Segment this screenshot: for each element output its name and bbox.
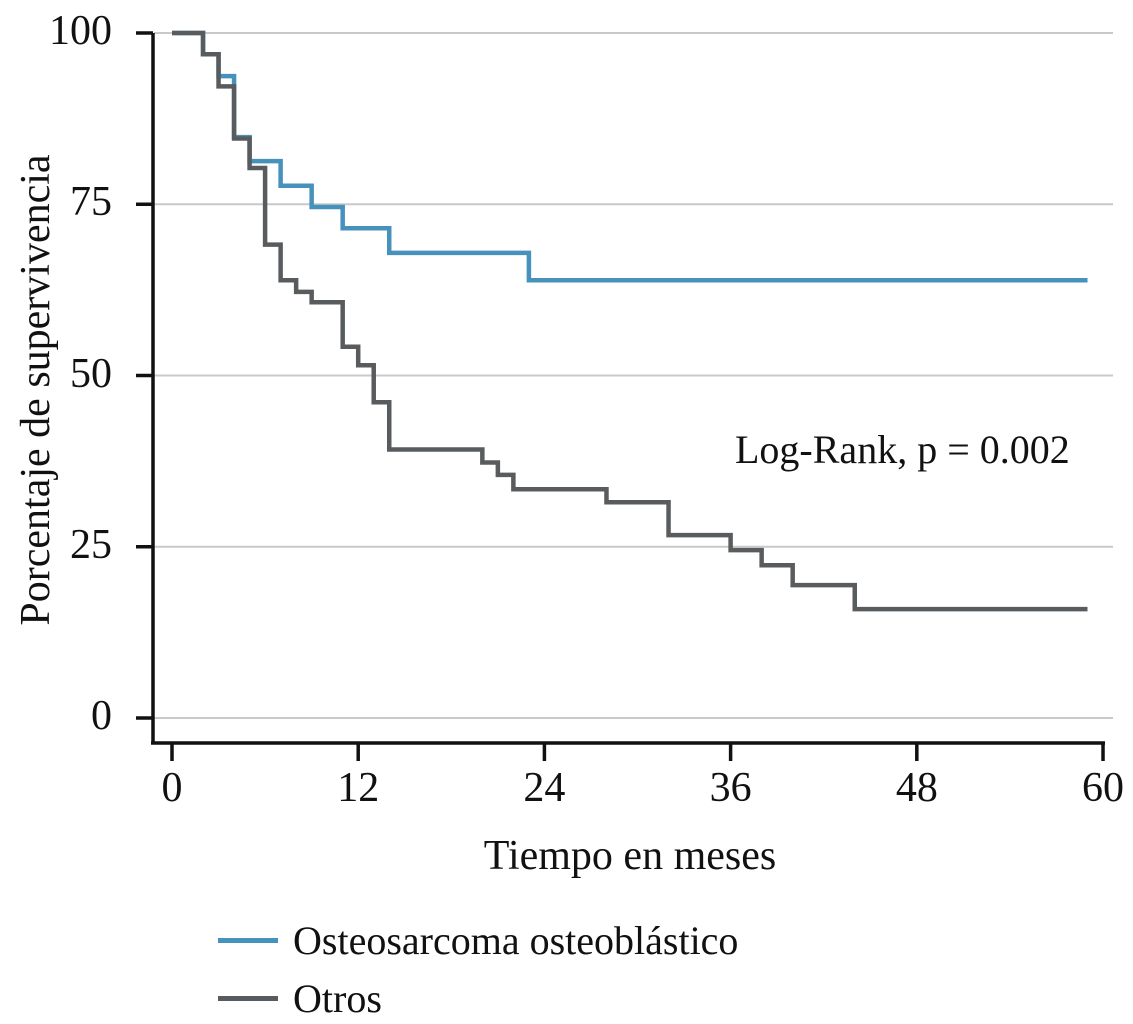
legend-line-swatch-gray <box>218 996 278 1001</box>
survival-curve-1 <box>172 30 1088 612</box>
legend-label: Otros <box>293 976 382 1021</box>
x-tick-label-48: 48 <box>895 765 938 811</box>
y-tick-label-75: 75 <box>70 179 112 226</box>
legend-label: Osteosarcoma osteoblástico <box>293 918 739 963</box>
x-tick-label-0: 0 <box>161 765 183 811</box>
legend-line-swatch-blue <box>218 938 278 943</box>
legend-item-otros: Otros <box>218 974 738 1023</box>
x-axis-title: Tiempo en meses <box>483 833 777 879</box>
legend: Osteosarcoma osteoblástico Otros <box>218 916 738 1023</box>
y-tick-label-25: 25 <box>70 521 112 568</box>
logrank-annotation: Log-Rank, p = 0.002 <box>735 427 1070 473</box>
y-tick-label-100: 100 <box>49 8 112 55</box>
survival-curve-0 <box>172 30 1088 283</box>
x-tick-label-24: 24 <box>523 765 566 811</box>
y-tick-label-50: 50 <box>70 350 112 397</box>
x-tick-label-36: 36 <box>709 765 752 811</box>
legend-item-osteoblastico: Osteosarcoma osteoblástico <box>218 916 738 965</box>
x-tick-label-12: 12 <box>337 765 380 811</box>
x-tick-label-60: 60 <box>1082 765 1125 811</box>
y-tick-label-0: 0 <box>91 693 112 740</box>
